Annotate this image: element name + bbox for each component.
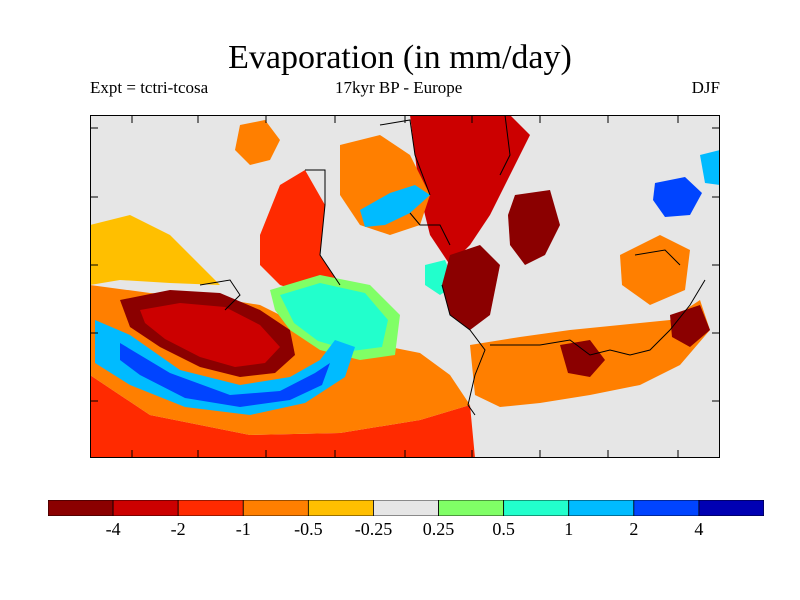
colorbar-bin — [112, 500, 179, 516]
north-atlantic-mid-red — [140, 303, 280, 367]
north-sea-blue — [360, 185, 430, 227]
colorbar-bin — [503, 500, 570, 516]
north-atlantic-red-blob — [260, 170, 340, 295]
colorbar-tick-label: -4 — [105, 519, 121, 539]
deep-blue-arc — [120, 343, 330, 407]
colorbar-bin — [48, 500, 114, 516]
caspian-blue — [653, 177, 702, 217]
colorbar-tick-label: -0.5 — [294, 519, 323, 539]
baltic-dark-red — [442, 245, 500, 330]
colorbar-bin — [307, 500, 374, 516]
mediterranean-dark-red — [560, 340, 605, 377]
colorbar-tick-label: 4 — [694, 519, 704, 539]
colorbar-tick-label: -2 — [170, 519, 186, 539]
colorbar-bin — [698, 500, 764, 516]
colorbar-bin — [177, 500, 244, 516]
colorbar-tick-label: -1 — [235, 519, 251, 539]
southern-ocean-red — [90, 375, 475, 458]
evaporation-map — [90, 115, 720, 458]
colorbar-tick-label: 0.5 — [492, 519, 515, 539]
colorbar-bin — [633, 500, 700, 516]
colorbar-tick-label: 2 — [629, 519, 639, 539]
east-mediterranean-dark-red — [670, 305, 710, 347]
iberian-orange-patch — [235, 120, 280, 165]
north-europe-red — [410, 115, 530, 265]
central-atlantic-cyan — [280, 283, 388, 351]
colorbar-bin — [568, 500, 635, 516]
west-yellow-field — [90, 215, 220, 285]
colorbar-bin — [438, 500, 505, 516]
east-europe-orange — [620, 235, 690, 305]
caspian-light-blue — [700, 150, 720, 185]
colorbar-tick-label: 0.25 — [422, 519, 455, 539]
experiment-label: Expt = tctri-tcosa — [90, 78, 209, 97]
colorbar-bin — [242, 500, 309, 516]
colorbar-tick-label: -0.25 — [354, 519, 393, 539]
colorbar-tick-label: 1 — [564, 519, 574, 539]
period-region-label: 17kyr BP - Europe — [335, 78, 463, 97]
frame-ticks — [90, 115, 720, 458]
colorbar-bin — [373, 500, 439, 516]
coastline — [199, 115, 706, 416]
map-title: Evaporation (in mm/day) — [228, 39, 572, 76]
colorbar — [48, 500, 764, 516]
east-dark-red — [508, 190, 560, 265]
season-label: DJF — [691, 78, 720, 97]
